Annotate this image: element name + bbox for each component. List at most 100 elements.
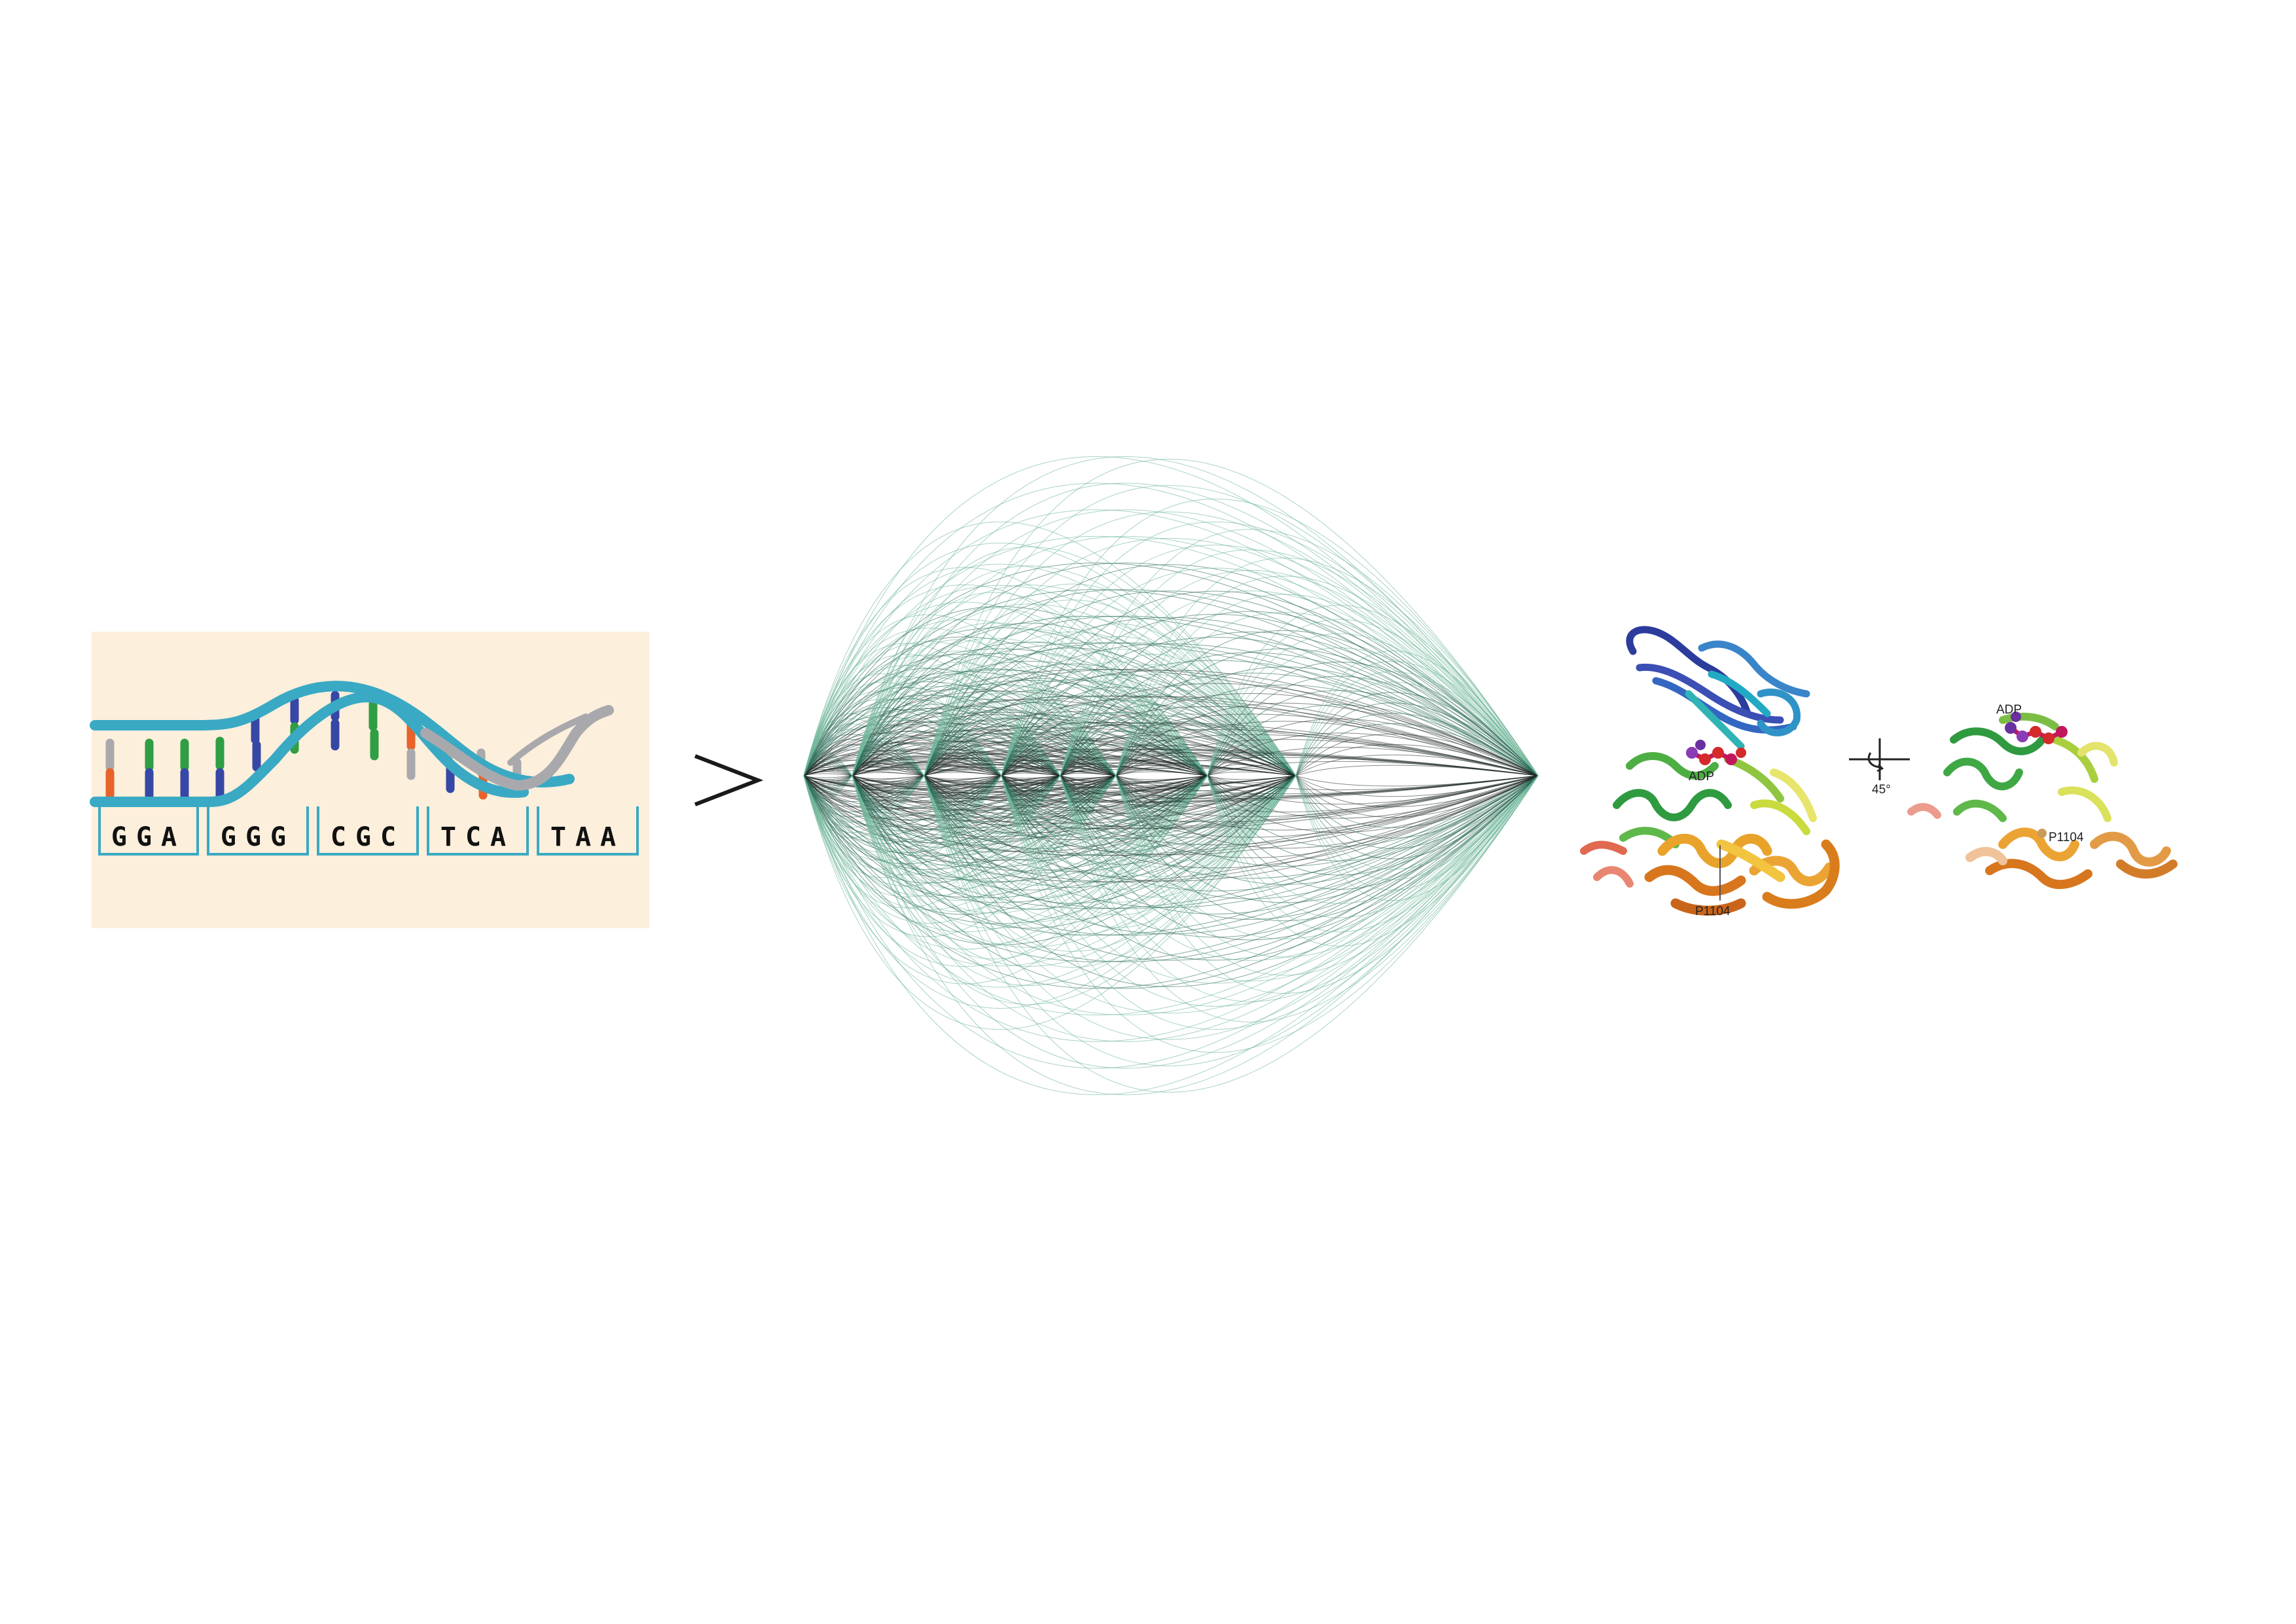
network-edge [1060,756,1208,776]
network-edge [852,775,1117,912]
network-edge [1001,775,1117,791]
network-edge [1001,704,1208,776]
network-edge [1001,775,1208,794]
protein-structure-left [1580,626,1840,916]
network-edge [1115,775,1539,831]
network-edge [1295,775,1539,839]
network-edge [1001,775,1539,961]
network-edge [1207,764,1297,776]
network-edge [1060,775,1208,821]
network-edge [1001,775,1539,937]
network-edge [1115,767,1297,776]
network-edge [1060,569,1539,776]
network-edge [1060,775,1539,920]
network-edge [1295,754,1539,776]
network-edge [924,775,1297,888]
codon-3: CGC [331,822,405,852]
network-edge [1207,775,1539,918]
network-edge [1207,775,1539,861]
network-edge [1207,661,1539,776]
network-edge [852,743,1002,776]
network-edge [1115,775,1297,799]
network-edge [1295,702,1539,776]
network-edge [1001,760,1117,776]
network-edge [1060,590,1539,776]
network-edge [1001,637,1539,776]
network-edge [1295,723,1539,776]
network-edge [1115,775,1539,867]
codon-1: GGA [111,822,186,852]
network-edge [924,775,1297,968]
network-edge [1115,775,1297,861]
network-edge [924,663,1297,776]
network-edge [1115,690,1297,776]
network-edge [1207,775,1297,784]
network-edge [1115,775,1297,815]
network-edge [852,775,1208,914]
network-edge [1295,681,1539,776]
network-edge [924,775,1208,825]
network-edge [1001,775,1539,984]
beta-sheet-domain [1626,626,1810,750]
network-edge [924,775,1539,829]
network-edge [1115,736,1297,776]
network-edge [924,775,1297,904]
green-domain-right [1907,712,2118,822]
network-edge [852,775,1208,822]
network-edge [1001,775,1208,847]
dna-fading-strand [420,705,614,791]
network-edge [924,775,1539,1066]
network-edge [1001,775,1539,1030]
network-edge [803,509,1539,776]
network-edge [1115,682,1297,776]
network-edge [1295,660,1539,776]
protein-structure-right [1907,712,2178,890]
network-edge [1115,775,1208,788]
network-edge [803,775,1297,988]
network-edge [1295,775,1539,880]
network-edge [1115,759,1208,776]
codon-brackets [98,806,639,856]
network-edge [1207,633,1539,776]
network-edge [1115,775,1539,903]
network-edge [924,775,1539,1040]
network-edge [1207,605,1539,776]
network-edge [803,564,1297,776]
network-edge [1060,775,1539,879]
network-edge [1060,611,1539,776]
network-edge [1115,752,1297,776]
network-edge [1001,775,1539,1007]
network-edge [1207,704,1539,776]
network-edge [852,638,1208,776]
network-edge [1115,775,1297,869]
network-edge [924,653,1208,776]
network-edge [1295,775,1539,808]
network-edge [1207,619,1539,776]
network-edge [1001,706,1539,776]
codon-4: TCA [440,822,515,852]
network-edge [1060,725,1297,776]
network-edge [1115,594,1539,776]
network-edge [1207,775,1539,932]
ligand-label-right: ADP [1996,703,2022,717]
dna-backbone-lower [90,691,529,807]
network-edge [852,729,1208,776]
network-edge [1295,650,1539,776]
codon-2: GGG [221,822,295,852]
network-edge [1060,775,1297,827]
network-edge [1115,775,1297,784]
network-edge [1207,760,1297,776]
network-edge [1295,692,1539,776]
network-edge [1207,775,1539,890]
network-edge [1115,775,1539,812]
network-edge [1001,775,1117,786]
network-edge [1115,612,1539,776]
codon-labels: GGA GGG CGC TCA TAA [111,822,616,852]
network-edge [1295,775,1539,859]
network-edge [1001,660,1539,776]
network-edge [1115,557,1539,776]
network-edge [1115,721,1539,776]
orange-domain-right [1965,827,2178,890]
network-edge [1295,713,1539,776]
network-edge [924,727,1208,776]
